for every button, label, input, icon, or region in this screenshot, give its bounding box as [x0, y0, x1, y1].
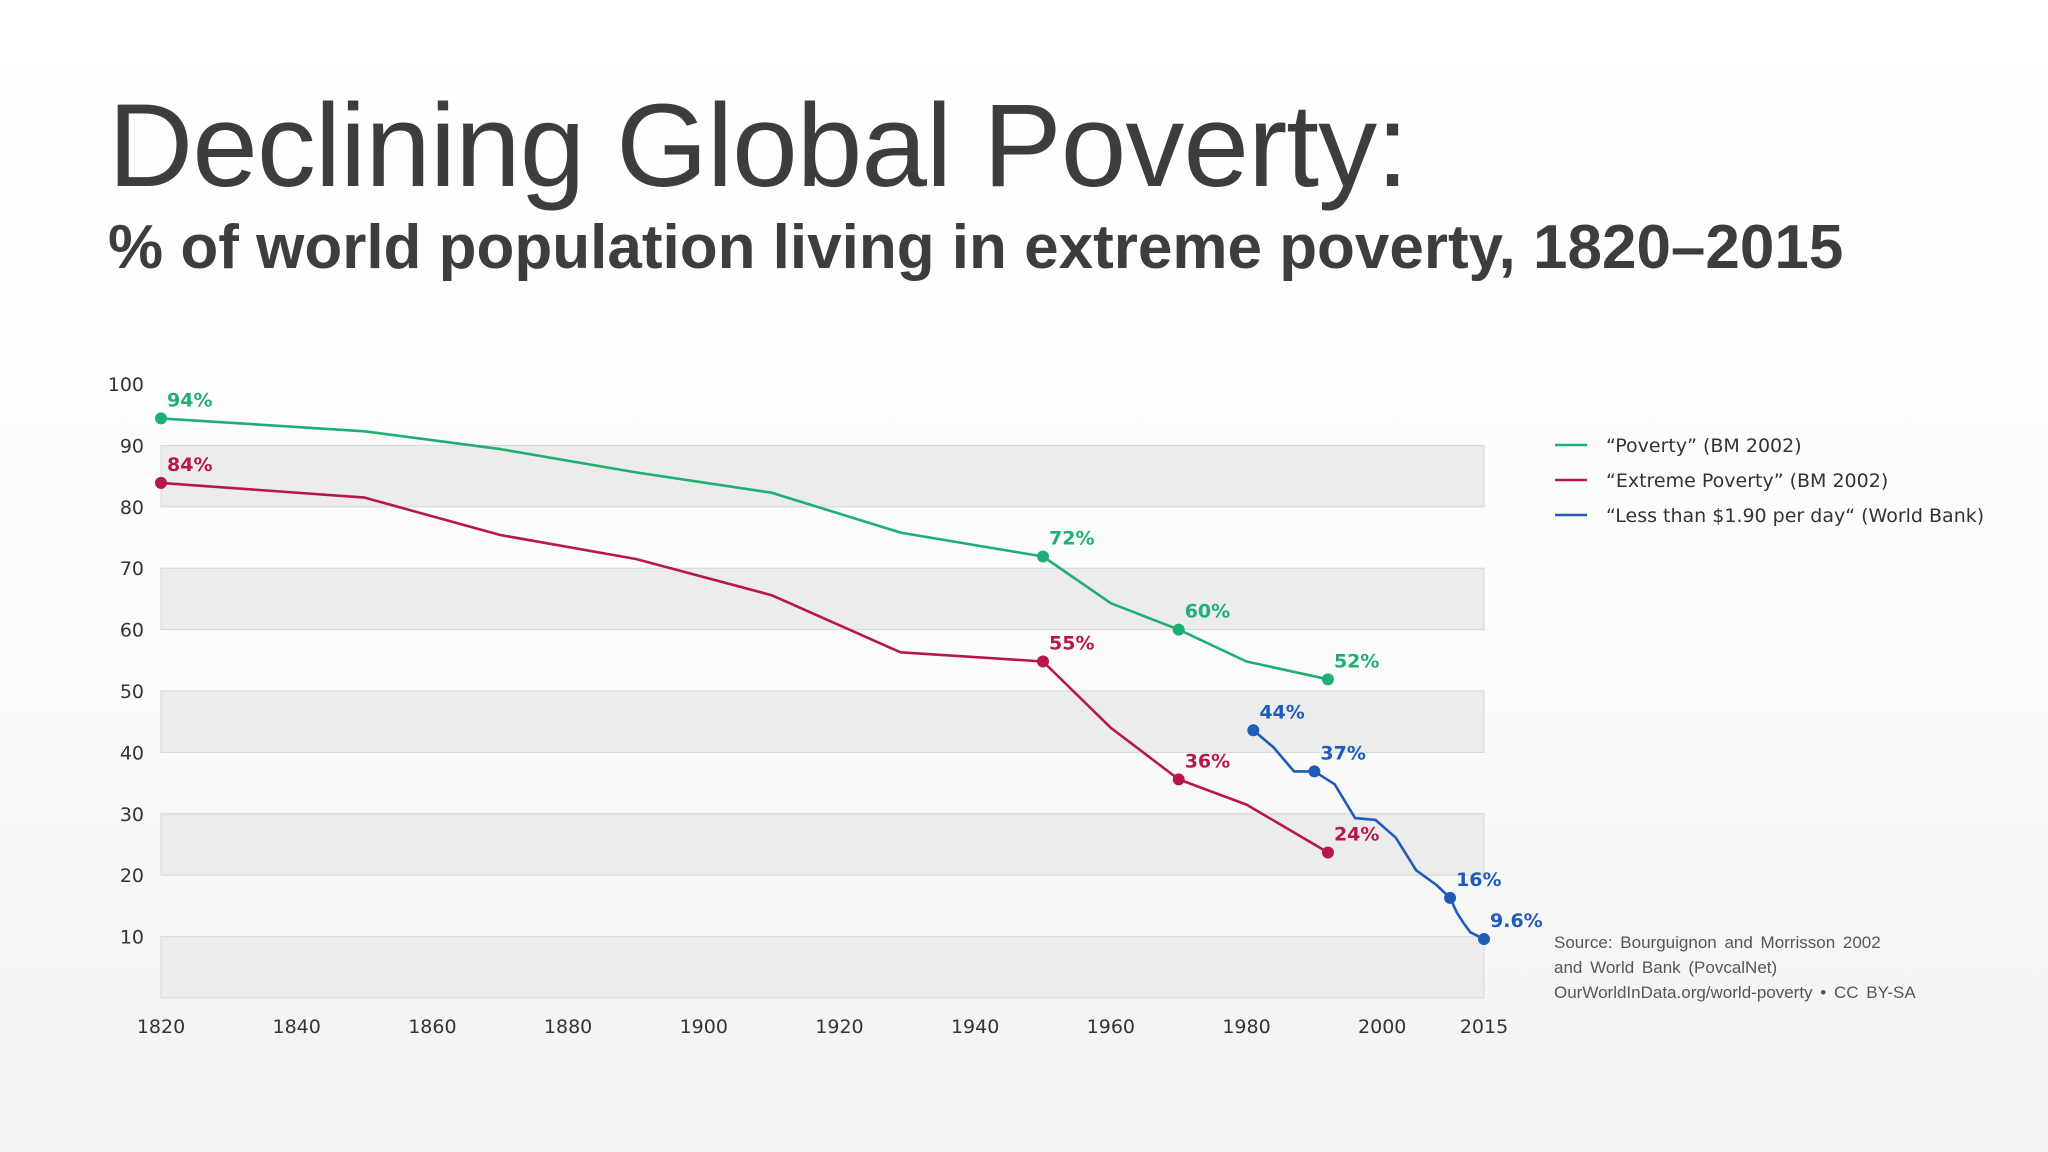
- data-point: [1478, 933, 1490, 946]
- data-point: [1037, 655, 1049, 668]
- legend-label: “Poverty” (BM 2002): [1606, 435, 1802, 457]
- grid-band: [160, 567, 1485, 631]
- data-point: [155, 412, 167, 425]
- series-lines: [159, 417, 1486, 941]
- data-label: 60%: [1185, 601, 1230, 623]
- x-tick-label: 1980: [1222, 1016, 1270, 1038]
- data-point: [155, 476, 167, 489]
- data-labels: 94% 72% 60% 52% 84% 55% 36% 24% 44% 37% 16% 9.6%: [167, 389, 1543, 932]
- source-note: Source: Bourguignon and Morrisson 2002 a…: [1554, 930, 1916, 1005]
- data-label: 16%: [1456, 869, 1501, 891]
- series-points: [155, 412, 1490, 946]
- chart-title: Declining Global Poverty:: [108, 80, 1409, 212]
- x-axis-ticks: 1820 1840 1860 1880 1900 1920 1940 1960 1980 2000…: [137, 1016, 1508, 1038]
- data-point: [1308, 765, 1321, 778]
- x-tick-label: 2000: [1358, 1016, 1406, 1038]
- grid-band: [160, 813, 1485, 876]
- x-tick-label: 1940: [951, 1016, 999, 1038]
- y-tick-label: 70: [120, 558, 144, 580]
- y-tick-label: 80: [120, 497, 144, 519]
- legend-label: “Extreme Poverty” (BM 2002): [1606, 470, 1888, 492]
- y-axis-ticks: 10 20 30 40 50 60 70 80 90 100: [108, 374, 144, 949]
- x-tick-label: 1960: [1087, 1016, 1135, 1038]
- data-label: 72%: [1049, 528, 1094, 550]
- x-tick-label: 1920: [815, 1016, 863, 1038]
- x-tick-label: 1880: [544, 1016, 592, 1038]
- data-label: 52%: [1334, 650, 1379, 672]
- data-label: 37%: [1320, 742, 1365, 764]
- data-label: 94%: [167, 389, 212, 411]
- data-point: [1321, 673, 1334, 686]
- data-point: [1172, 623, 1185, 636]
- grid-bands: [160, 444, 1485, 999]
- data-label: 44%: [1259, 701, 1304, 723]
- x-tick-label: 1860: [408, 1016, 456, 1038]
- legend-label: “Less than $1.90 per day“ (World Bank): [1606, 505, 1984, 527]
- grid-band: [160, 690, 1485, 753]
- x-tick-label: 2015: [1460, 1016, 1508, 1038]
- y-tick-label: 50: [120, 681, 144, 703]
- y-tick-label: 60: [120, 620, 144, 642]
- y-tick-label: 40: [120, 742, 144, 764]
- data-label: 36%: [1185, 750, 1230, 772]
- data-point: [1247, 724, 1260, 737]
- x-tick-label: 1820: [137, 1016, 185, 1038]
- x-tick-label: 1900: [680, 1016, 728, 1038]
- grid-band: [160, 444, 1485, 508]
- data-point: [1444, 891, 1457, 904]
- chart-subtitle: % of world population living in extreme …: [108, 213, 1844, 282]
- legend: “Poverty” (BM 2002) “Extreme Poverty” (BM…: [1555, 435, 1984, 527]
- series-line-1: [159, 481, 1330, 854]
- data-point: [1321, 846, 1334, 859]
- x-tick-label: 1840: [273, 1016, 321, 1038]
- series-line-2: [1252, 729, 1486, 941]
- source-line-1: Source: Bourguignon and Morrisson 2002: [1554, 933, 1881, 952]
- series-line-0: [159, 417, 1330, 681]
- y-tick-label: 90: [120, 435, 144, 457]
- data-label: 84%: [167, 454, 212, 476]
- grid-band: [160, 936, 1485, 999]
- source-line-2: and World Bank (PovcalNet): [1554, 958, 1778, 977]
- data-label: 24%: [1334, 823, 1379, 845]
- data-point: [1037, 550, 1049, 563]
- y-tick-label: 30: [120, 804, 144, 826]
- y-tick-label: 10: [120, 927, 144, 949]
- data-label: 9.6%: [1490, 910, 1543, 932]
- data-point: [1172, 773, 1185, 786]
- y-tick-label: 20: [120, 865, 144, 887]
- source-line-3: OurWorldInData.org/world-poverty • CC BY…: [1554, 983, 1916, 1002]
- data-label: 55%: [1049, 633, 1094, 655]
- y-tick-label: 100: [108, 374, 144, 396]
